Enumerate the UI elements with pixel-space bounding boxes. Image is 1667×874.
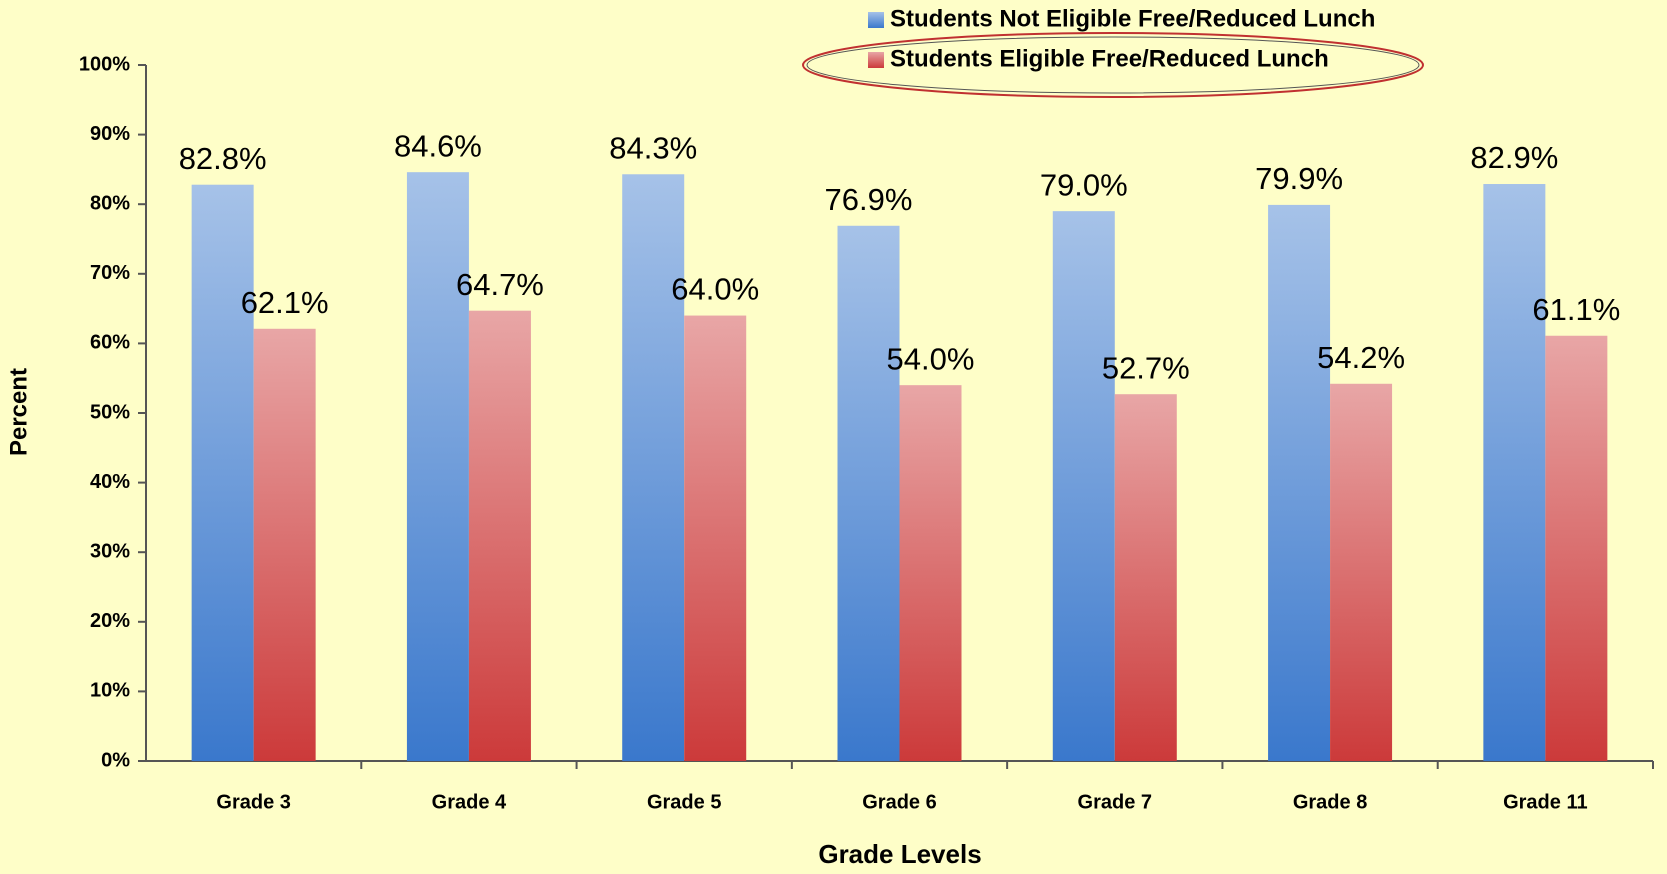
bar bbox=[406, 172, 469, 761]
bar bbox=[1483, 184, 1546, 762]
y-tick-label: 0% bbox=[101, 749, 130, 771]
bar bbox=[1268, 204, 1331, 761]
y-tick-label: 100% bbox=[79, 53, 130, 75]
y-tick-label: 10% bbox=[90, 680, 130, 702]
bar bbox=[1114, 394, 1177, 761]
y-tick-label: 90% bbox=[90, 123, 130, 145]
y-tick-label: 70% bbox=[90, 262, 130, 284]
value-label: 62.1% bbox=[241, 285, 329, 320]
y-tick-label: 50% bbox=[90, 401, 130, 423]
x-tick-label: Grade 5 bbox=[647, 791, 721, 813]
value-label: 54.0% bbox=[887, 341, 975, 376]
bar bbox=[684, 315, 747, 761]
x-tick-label: Grade 8 bbox=[1293, 791, 1367, 813]
value-label: 82.8% bbox=[179, 141, 267, 176]
value-label: 64.0% bbox=[671, 272, 759, 307]
bar bbox=[253, 328, 316, 761]
legend-label: Students Not Eligible Free/Reduced Lunch bbox=[890, 5, 1375, 32]
y-tick-label: 60% bbox=[90, 332, 130, 354]
value-label: 76.9% bbox=[825, 182, 913, 217]
highlight-ellipse-inner bbox=[806, 36, 1420, 94]
bar bbox=[1545, 335, 1608, 761]
highlight-ellipse bbox=[802, 32, 1424, 98]
bar bbox=[622, 174, 685, 762]
value-label: 54.2% bbox=[1317, 340, 1405, 375]
bar bbox=[899, 385, 962, 761]
legend-swatch bbox=[868, 52, 884, 68]
y-tick-label: 30% bbox=[90, 540, 130, 562]
legend-label: Students Eligible Free/Reduced Lunch bbox=[890, 45, 1329, 72]
value-label: 79.0% bbox=[1040, 167, 1128, 202]
value-label: 64.7% bbox=[456, 267, 544, 302]
value-label: 82.9% bbox=[1470, 140, 1558, 175]
bar bbox=[837, 225, 900, 761]
x-tick-label: Grade 7 bbox=[1078, 791, 1152, 813]
value-label: 84.3% bbox=[609, 130, 697, 165]
x-tick-label: Grade 4 bbox=[432, 791, 507, 813]
value-label: 79.9% bbox=[1255, 161, 1343, 196]
x-tick-label: Grade 6 bbox=[862, 791, 936, 813]
x-tick-label: Grade 11 bbox=[1503, 791, 1588, 813]
y-axis-title: Percent bbox=[5, 368, 32, 456]
value-label: 84.6% bbox=[394, 128, 482, 163]
bar bbox=[191, 184, 254, 761]
value-label: 61.1% bbox=[1532, 292, 1620, 327]
x-axis-title: Grade Levels bbox=[818, 839, 981, 869]
x-tick-label: Grade 3 bbox=[216, 791, 290, 813]
bar bbox=[468, 310, 531, 761]
y-tick-label: 20% bbox=[90, 610, 130, 632]
y-tick-label: 40% bbox=[90, 471, 130, 493]
bar bbox=[1052, 211, 1115, 761]
legend-swatch bbox=[868, 12, 884, 28]
bar bbox=[1330, 383, 1393, 761]
y-tick-label: 80% bbox=[90, 192, 130, 214]
value-label: 52.7% bbox=[1102, 350, 1190, 385]
